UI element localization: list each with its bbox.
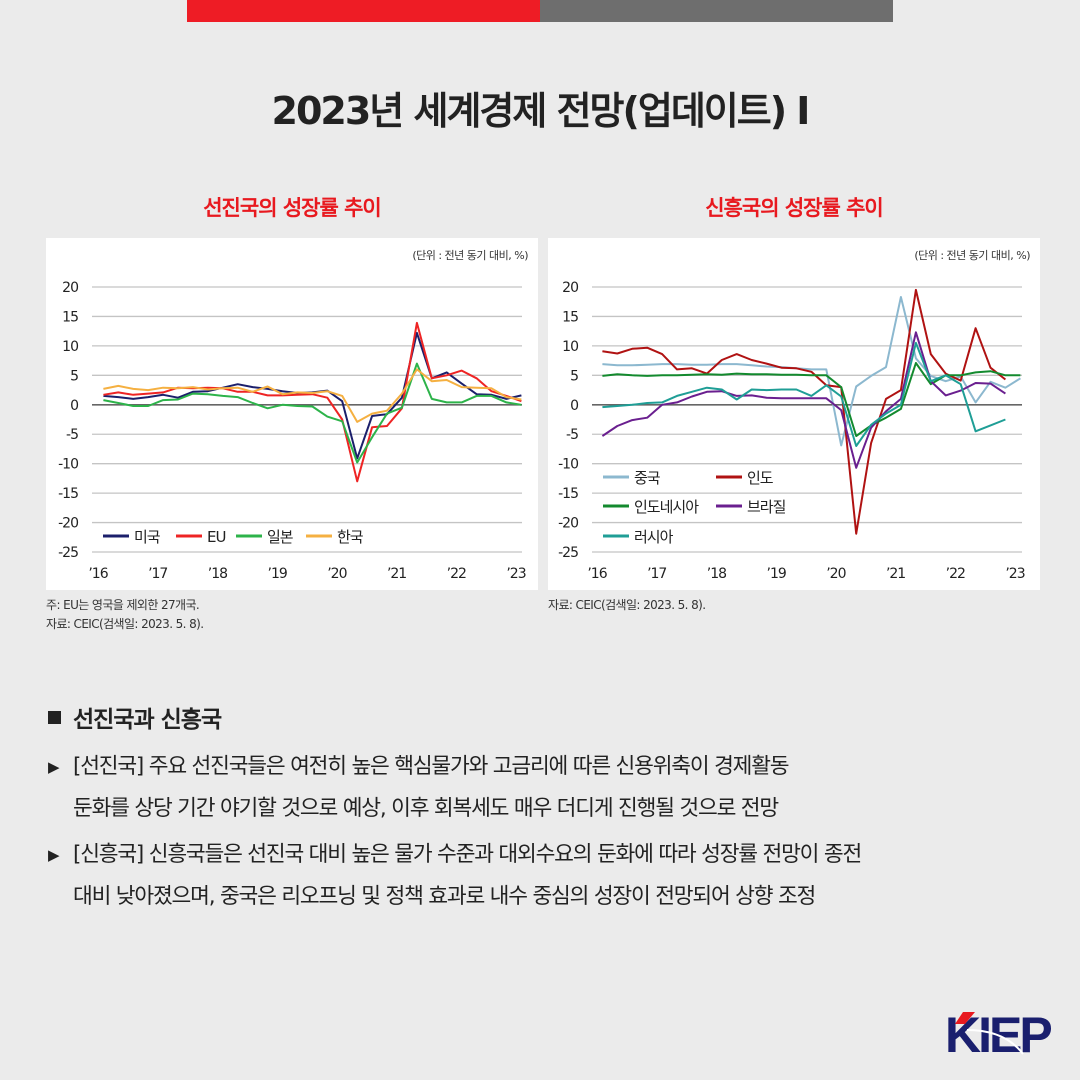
series-line-1	[103, 331, 522, 460]
bullet-line: 대비 낮아졌으며, 중국은 리오프닝 및 정책 효과로 내수 중심의 성장이 전…	[73, 884, 816, 909]
y-tick-label: 20	[562, 280, 578, 296]
x-tick-label: ’23	[1005, 566, 1024, 582]
legend-label: 중국	[634, 469, 661, 487]
x-tick-label: ’18	[208, 566, 227, 582]
y-tick-label: -5	[566, 427, 578, 443]
y-tick-label: -25	[558, 545, 578, 561]
y-tick-label: -5	[66, 427, 78, 443]
x-tick-label: ’20	[826, 566, 845, 582]
series-line-3	[602, 362, 1021, 437]
y-tick-label: -10	[558, 457, 578, 473]
y-tick-label: 10	[562, 339, 578, 355]
bullet-item-advanced: ▶ [선진국] 주요 선진국들은 여전히 높은 핵심물가와 고금리에 따른 신용…	[48, 746, 1048, 830]
section-heading: 선진국과 신흥국	[48, 700, 1048, 734]
y-tick-label: -10	[58, 457, 78, 473]
y-tick-label: 15	[562, 309, 578, 325]
series-line-4	[601, 331, 1006, 469]
legend-label: 인도네시아	[634, 498, 699, 516]
legend-label: 미국	[134, 528, 161, 546]
x-tick-label: ’19	[767, 566, 786, 582]
section-heading-text: 선진국과 신흥국	[73, 707, 222, 733]
legend-label: EU	[207, 528, 225, 546]
y-tick-label: 20	[62, 280, 78, 296]
bullet-item-emerging: ▶ [신흥국] 신흥국들은 선진국 대비 높은 물가 수준과 대외수요의 둔화에…	[48, 834, 1048, 918]
triangle-bullet-icon: ▶	[48, 846, 60, 864]
legend-label: 러시아	[634, 528, 674, 546]
legend-label: 브라질	[747, 498, 786, 516]
unit-label: (단위 : 전년 동기 대비, %)	[914, 249, 1030, 262]
y-tick-label: -15	[558, 486, 578, 502]
series-line-2	[602, 288, 1007, 535]
x-tick-label: ’17	[647, 566, 666, 582]
note-source: 자료: CEIC(검색일: 2023. 5. 8).	[46, 617, 204, 631]
series-line-3	[103, 362, 522, 464]
unit-label: (단위 : 전년 동기 대비, %)	[412, 249, 528, 262]
bullet-line: 둔화를 상당 기간 야기할 것으로 예상, 이후 회복세도 매우 더디게 진행될…	[73, 796, 779, 821]
y-tick-label: -15	[58, 486, 78, 502]
x-tick-label: ’18	[707, 566, 726, 582]
square-bullet-icon	[48, 710, 61, 724]
page-title: 2023년 세계경제 전망(업데이트) Ⅰ	[271, 89, 811, 133]
bullet-line: [신흥국] 신흥국들은 선진국 대비 높은 물가 수준과 대외수요의 둔화에 따…	[73, 842, 862, 867]
note-eu: 주: EU는 영국을 제외한 27개국.	[46, 598, 200, 612]
legend-label: 한국	[337, 528, 364, 546]
chart-emerging: (단위 : 전년 동기 대비, %) 20 15 10 5 0 -5 -10 -15 -20 -2…	[548, 238, 1040, 590]
x-tick-label: ’16	[88, 566, 108, 582]
y-tick-label: 10	[62, 339, 78, 355]
legend-label: 인도	[747, 469, 774, 487]
note-source: 자료: CEIC(검색일: 2023. 5. 8).	[548, 598, 706, 612]
x-tick-label: ’22	[946, 566, 965, 582]
series-line-5	[602, 341, 1006, 447]
chart-notes-right: 자료: CEIC(검색일: 2023. 5. 8).	[548, 596, 706, 615]
x-tick-label: ’21	[387, 566, 406, 582]
y-tick-label: -25	[58, 545, 78, 561]
chart-advanced-svg: 20 15 10 5 0 -5 -10 -15 -20 -25 ’16 ’17 ’18 ’19 ’20 ’21…	[58, 280, 527, 582]
x-tick-label: ’16	[587, 566, 607, 582]
y-tick-label: 0	[70, 398, 78, 414]
x-tick-label: ’22	[447, 566, 466, 582]
x-tick-label: ’19	[268, 566, 287, 582]
x-tick-label: ’20	[327, 566, 346, 582]
y-tick-label: 5	[70, 368, 78, 384]
chart-advanced: (단위 : 전년 동기 대비, %) 20 15 10 5 0 -5 -10 -15 -20 -2…	[46, 238, 538, 590]
kiep-logo: KIEP	[945, 1008, 1054, 1056]
y-tick-label: -20	[558, 516, 578, 532]
bullet-line: [선진국] 주요 선진국들은 여전히 높은 핵심물가와 고금리에 따른 신용위축…	[73, 754, 790, 779]
triangle-bullet-icon: ▶	[48, 758, 60, 776]
legend-label: 일본	[267, 528, 293, 546]
series-line-4	[103, 368, 522, 423]
top-bar-gray	[540, 0, 893, 22]
y-tick-label: -20	[58, 516, 78, 532]
summary-section: 선진국과 신흥국 ▶ [선진국] 주요 선진국들은 여전히 높은 핵심물가와 고…	[48, 700, 1048, 922]
top-bar-red	[187, 0, 540, 22]
chart-title-advanced: 선진국의 성장률 추이	[203, 196, 382, 220]
y-tick-label: 0	[570, 398, 578, 414]
y-tick-label: 5	[570, 368, 578, 384]
y-tick-label: 15	[62, 309, 78, 325]
x-tick-label: ’23	[506, 566, 525, 582]
x-tick-label: ’21	[886, 566, 905, 582]
x-tick-label: ’17	[148, 566, 167, 582]
series-line-2	[103, 321, 522, 483]
chart-emerging-svg: 20 15 10 5 0 -5 -10 -15 -20 -25 ’16 ’17 ’18 ’19 ’20 ’21…	[558, 280, 1026, 582]
chart-notes-left: 주: EU는 영국을 제외한 27개국. 자료: CEIC(검색일: 2023.…	[46, 596, 204, 634]
chart-title-emerging: 신흥국의 성장률 추이	[705, 196, 884, 220]
